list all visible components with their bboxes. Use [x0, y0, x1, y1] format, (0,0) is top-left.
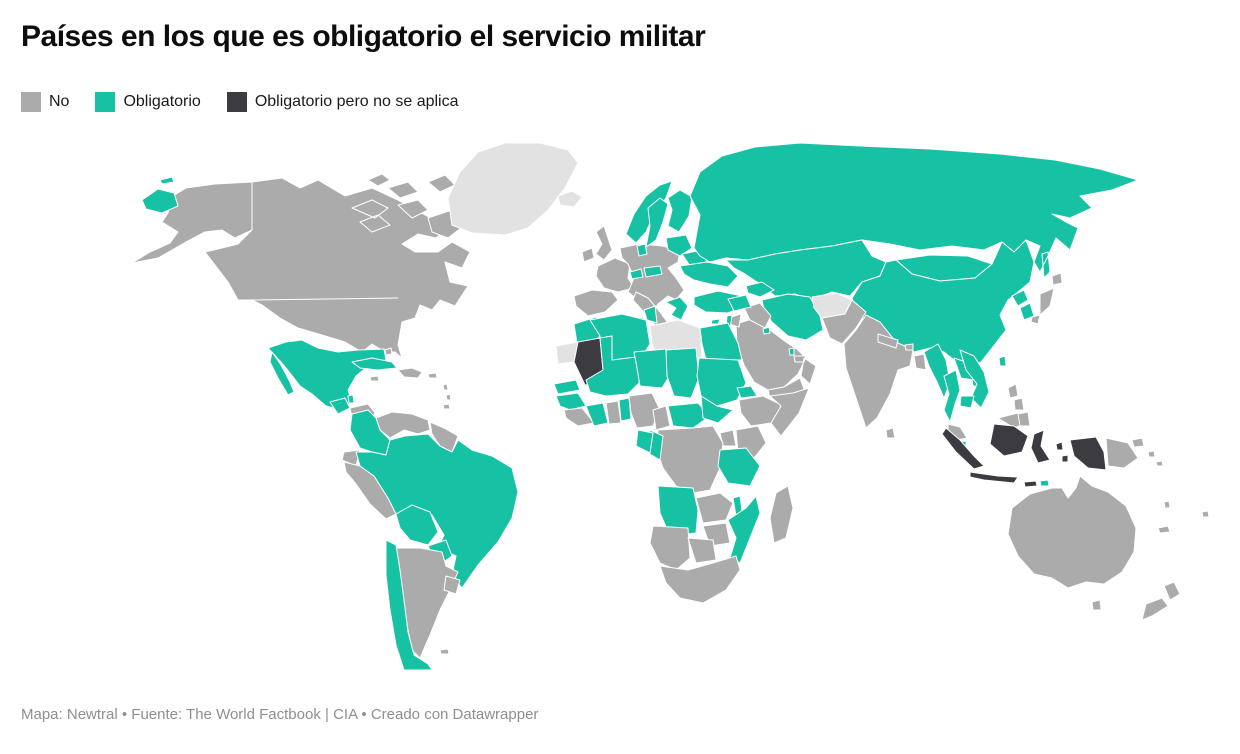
- region-austria[interactable]: [643, 265, 663, 278]
- region-philippines[interactable]: [1007, 383, 1031, 427]
- region-mali[interactable]: [585, 335, 641, 397]
- region-mozambique[interactable]: [727, 495, 761, 564]
- region-sierra-leone-liberia[interactable]: [563, 407, 595, 427]
- region-bangladesh[interactable]: [913, 353, 927, 371]
- region-alaska[interactable]: [131, 181, 253, 264]
- region-guinea[interactable]: [555, 392, 587, 411]
- legend-item-no: No: [21, 92, 69, 112]
- region-angola[interactable]: [657, 485, 699, 537]
- region-sudan[interactable]: [696, 357, 747, 407]
- region-mexico[interactable]: [267, 339, 387, 411]
- map-footer: Mapa: Newtral • Fuente: The World Factbo…: [21, 706, 539, 723]
- region-myanmar[interactable]: [923, 343, 951, 399]
- region-caucasus[interactable]: [745, 281, 775, 298]
- region-thailand[interactable]: [943, 369, 961, 423]
- region-togo-benin[interactable]: [618, 397, 632, 422]
- region-zambia[interactable]: [695, 492, 734, 524]
- region-eritrea[interactable]: [736, 385, 758, 399]
- region-cyprus[interactable]: [710, 318, 721, 325]
- region-japan[interactable]: [1030, 272, 1063, 325]
- region-chukotka-russia[interactable]: [141, 176, 179, 214]
- legend-item-not-enforced: Obligatorio pero no se aplica: [226, 92, 459, 112]
- region-belize[interactable]: [347, 394, 355, 404]
- region-chile[interactable]: [385, 539, 433, 671]
- region-botswana[interactable]: [687, 537, 717, 564]
- legend: No Obligatorio Obligatorio pero no se ap…: [21, 92, 459, 112]
- legend-label-not-enforced: Obligatorio pero no se aplica: [254, 93, 459, 110]
- region-egypt[interactable]: [699, 322, 743, 361]
- region-tunisia[interactable]: [643, 305, 658, 324]
- legend-swatch-not-enforced: [226, 92, 247, 112]
- legend-swatch-mandatory: [95, 92, 116, 112]
- legend-label-no: No: [49, 93, 70, 110]
- region-cuba[interactable]: [351, 357, 398, 371]
- region-russia[interactable]: [689, 142, 1139, 279]
- region-nepal-bhutan[interactable]: [877, 333, 914, 351]
- region-australia[interactable]: [1007, 475, 1137, 611]
- region-new-zealand[interactable]: [1141, 581, 1181, 621]
- region-iceland[interactable]: [557, 190, 583, 208]
- region-cameroon[interactable]: [652, 405, 671, 431]
- region-sweden[interactable]: [645, 197, 669, 248]
- legend-item-mandatory: Obligatorio: [95, 92, 201, 112]
- region-north-korea[interactable]: [1011, 289, 1029, 307]
- region-senegal[interactable]: [553, 379, 581, 395]
- region-oman-uae[interactable]: [793, 355, 817, 385]
- region-bahamas[interactable]: [384, 347, 393, 356]
- region-venezuela[interactable]: [375, 411, 431, 439]
- region-south-sudan[interactable]: [700, 395, 734, 424]
- region-finland[interactable]: [667, 189, 693, 233]
- region-dr-congo[interactable]: [655, 425, 724, 494]
- region-bolivia[interactable]: [395, 504, 439, 546]
- region-sri-lanka[interactable]: [885, 427, 896, 439]
- border-usa-canada: [251, 297, 399, 301]
- region-caribbean-islands[interactable]: [369, 367, 452, 410]
- region-madagascar[interactable]: [769, 485, 794, 544]
- region-greenland[interactable]: [447, 142, 579, 236]
- region-ukraine-moldova[interactable]: [679, 261, 739, 288]
- region-switzerland[interactable]: [629, 268, 644, 280]
- region-taiwan[interactable]: [998, 355, 1007, 367]
- region-central-african-republic[interactable]: [667, 402, 711, 429]
- region-indonesia[interactable]: [941, 423, 1107, 488]
- region-vietnam[interactable]: [959, 349, 990, 409]
- region-ghana[interactable]: [605, 400, 622, 425]
- region-ivory-coast[interactable]: [585, 402, 609, 427]
- region-pakistan[interactable]: [821, 299, 867, 345]
- region-namibia[interactable]: [649, 525, 691, 571]
- region-south-africa[interactable]: [659, 555, 741, 604]
- region-united-kingdom[interactable]: [595, 225, 613, 261]
- region-chad[interactable]: [665, 347, 700, 399]
- region-ireland[interactable]: [581, 247, 595, 263]
- region-kuwait[interactable]: [762, 326, 771, 335]
- page-title: Países en los que es obligatorio el serv…: [21, 20, 706, 53]
- region-somalia[interactable]: [769, 387, 810, 437]
- legend-label-mandatory: Obligatorio: [123, 93, 201, 110]
- region-uruguay[interactable]: [443, 575, 461, 595]
- region-east-timor[interactable]: [1039, 479, 1050, 487]
- legend-swatch-no: [21, 92, 41, 112]
- region-denmark[interactable]: [636, 243, 648, 257]
- region-qatar[interactable]: [788, 347, 795, 356]
- region-tanzania[interactable]: [717, 447, 761, 487]
- region-niger[interactable]: [633, 348, 673, 389]
- region-cambodia[interactable]: [959, 395, 975, 409]
- world-map: [131, 142, 1210, 671]
- region-syria[interactable]: [727, 294, 752, 312]
- region-spain-portugal[interactable]: [573, 289, 619, 317]
- region-papua-new-guinea[interactable]: [1105, 437, 1164, 469]
- region-baltics[interactable]: [665, 234, 693, 257]
- region-falklands[interactable]: [439, 648, 450, 655]
- region-pacific-islands[interactable]: [1157, 500, 1210, 534]
- region-nigeria[interactable]: [628, 392, 661, 429]
- region-gabon[interactable]: [635, 429, 654, 454]
- region-iraq[interactable]: [743, 302, 772, 329]
